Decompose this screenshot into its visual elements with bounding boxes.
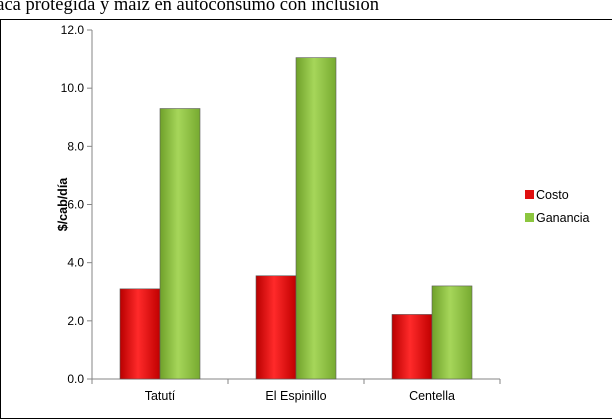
y-tick-label: 10.0	[61, 81, 85, 95]
bar-ganancia-1	[295, 57, 337, 380]
legend-label-costo: Costo	[536, 188, 569, 202]
legend-swatch-costo	[525, 190, 534, 199]
y-tick-label: 6.0	[67, 198, 84, 212]
x-category-label: Tatutí	[145, 389, 176, 403]
y-tick-label: 4.0	[67, 256, 84, 270]
chart-heading-text: vaca protegida y maíz en autoconsumo con…	[0, 0, 379, 15]
bar-costo-0	[119, 288, 161, 380]
y-tick-label: 2.0	[67, 314, 84, 328]
chart-heading: vaca protegida y maíz en autoconsumo con…	[0, 0, 612, 21]
bar-ganancia-0	[159, 108, 201, 380]
y-tick-label: 8.0	[67, 139, 84, 153]
legend-swatch-ganancia	[525, 213, 534, 222]
y-axis-title: $/cab/día	[56, 177, 70, 232]
y-tick-label: 12.0	[61, 23, 85, 37]
bar-costo-2	[391, 314, 433, 380]
x-category-label: Centella	[409, 389, 455, 403]
bar-costo-1	[255, 275, 297, 380]
bar-ganancia-2	[431, 285, 473, 380]
x-category-label: El Espinillo	[265, 389, 326, 403]
y-tick-label: 0.0	[67, 372, 84, 386]
legend-label-ganancia: Ganancia	[536, 211, 590, 225]
bar-chart: 0.0 2.0 4.0 6.0 8.0 10.0 12.0 Tatutí El Espinill…	[56, 23, 590, 403]
